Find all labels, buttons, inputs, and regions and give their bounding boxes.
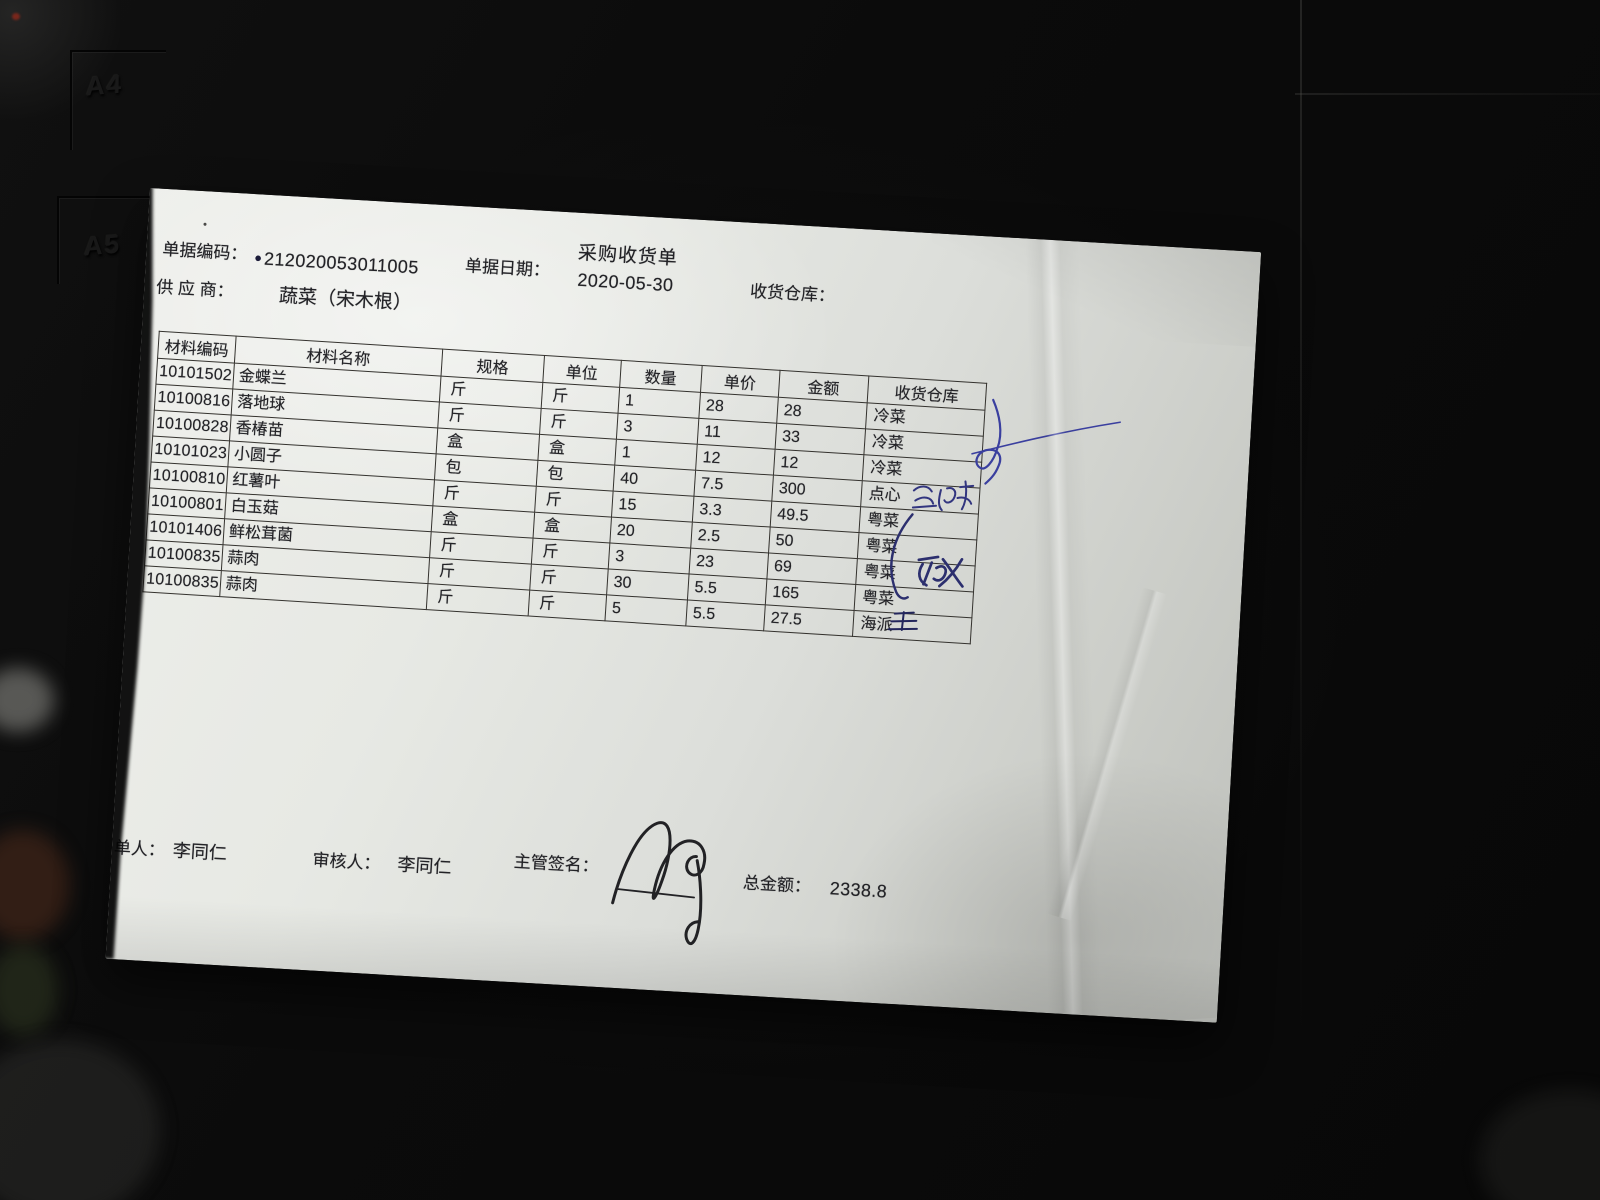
table-cell: 斤	[527, 590, 607, 621]
table-cell: 斤	[426, 583, 530, 616]
receipt-paper: 采购收货单 单据编码： 212020053011005 单据日期： 2020-0…	[105, 188, 1262, 1023]
background-blur-object	[0, 945, 58, 1035]
tray-seam-horizontal	[1295, 93, 1600, 95]
sign-label: 主管签名：	[513, 852, 600, 876]
doc-date-label: 单据日期：	[464, 256, 551, 281]
background-blur-object	[0, 668, 54, 732]
dust-speck	[12, 13, 20, 20]
paper-speck	[203, 222, 207, 226]
tray-seam-vertical	[1300, 0, 1302, 1040]
reviewer-value: 李同仁	[396, 854, 452, 878]
receipt-table: 材料编码 材料名称 规格 单位 数量 单价 金额 收货仓库 10101502 金蝶兰斤斤 1 28 2…	[142, 331, 987, 645]
background-blur-object	[0, 830, 70, 940]
table-cell: 10100835	[142, 565, 222, 597]
table-cell: 5.5	[685, 599, 766, 631]
table-cell: 27.5	[763, 604, 854, 637]
table-cell: 5	[604, 594, 688, 626]
doc-code-label: 单据编码：	[161, 239, 248, 264]
paper-fold-shadow	[926, 233, 1262, 347]
recv-warehouse-label: 收货仓库：	[749, 281, 836, 306]
tray-a4-outline	[70, 50, 166, 150]
doc-code-value: 212020053011005	[263, 248, 420, 278]
doc-date-value: 2020-05-30	[576, 269, 674, 296]
ink-blot	[255, 255, 261, 262]
tray-a5-label: A5	[83, 228, 122, 262]
background-blur-object	[1480, 1090, 1600, 1200]
maker-label: 单人：	[113, 838, 166, 860]
maker-value: 李同仁	[172, 840, 228, 864]
supplier-label: 供 应 商：	[155, 277, 235, 301]
reviewer-label: 审核人：	[312, 850, 382, 874]
page-title: 采购收货单	[577, 242, 679, 270]
background-blur-object	[0, 1040, 160, 1200]
tray-a4-label: A4	[85, 68, 124, 102]
supplier-value: 蔬菜（宋木根）	[278, 285, 413, 315]
tray-corner-highlight	[0, 0, 120, 130]
